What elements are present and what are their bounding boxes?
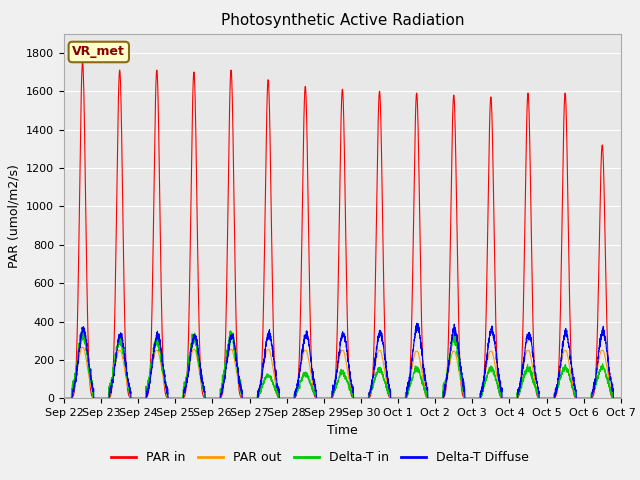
PAR out xyxy=(499,396,507,401)
PAR out xyxy=(78,345,86,350)
X-axis label: Time: Time xyxy=(327,424,358,437)
PAR in xyxy=(60,396,68,401)
Line: PAR out: PAR out xyxy=(64,348,621,398)
Delta-T Diffuse xyxy=(436,396,444,401)
PAR out xyxy=(161,380,168,386)
PAR in xyxy=(617,396,625,401)
Text: VR_met: VR_met xyxy=(72,46,125,59)
Delta-T in xyxy=(467,396,475,401)
Delta-T in xyxy=(322,396,330,401)
PAR out xyxy=(60,396,68,401)
PAR in xyxy=(322,396,330,401)
Delta-T Diffuse xyxy=(322,396,330,401)
PAR out xyxy=(436,396,444,401)
Legend: PAR in, PAR out, Delta-T in, Delta-T Diffuse: PAR in, PAR out, Delta-T in, Delta-T Dif… xyxy=(106,446,534,469)
PAR out xyxy=(617,396,625,401)
PAR in xyxy=(161,381,168,386)
Title: Photosynthetic Active Radiation: Photosynthetic Active Radiation xyxy=(221,13,464,28)
Delta-T in xyxy=(617,396,625,401)
Delta-T Diffuse xyxy=(499,396,507,401)
PAR out xyxy=(322,396,330,401)
Delta-T in xyxy=(436,396,444,401)
Delta-T in xyxy=(160,375,168,381)
Line: PAR in: PAR in xyxy=(64,62,621,398)
Delta-T in xyxy=(499,396,507,401)
Line: Delta-T in: Delta-T in xyxy=(64,331,621,398)
Delta-T Diffuse xyxy=(60,396,68,401)
Delta-T Diffuse xyxy=(413,320,421,326)
PAR out xyxy=(616,396,624,401)
Y-axis label: PAR (umol/m2/s): PAR (umol/m2/s) xyxy=(8,164,20,268)
Delta-T Diffuse xyxy=(160,372,168,378)
Delta-T Diffuse xyxy=(616,396,624,401)
PAR in xyxy=(499,396,507,401)
PAR in xyxy=(436,396,444,401)
Delta-T Diffuse xyxy=(617,396,625,401)
PAR in xyxy=(467,396,475,401)
Line: Delta-T Diffuse: Delta-T Diffuse xyxy=(64,323,621,398)
Delta-T in xyxy=(616,396,624,401)
PAR in xyxy=(79,60,86,65)
Delta-T in xyxy=(227,328,234,334)
Delta-T Diffuse xyxy=(467,396,475,401)
PAR in xyxy=(616,396,624,401)
PAR out xyxy=(467,396,475,401)
Delta-T in xyxy=(60,396,68,401)
